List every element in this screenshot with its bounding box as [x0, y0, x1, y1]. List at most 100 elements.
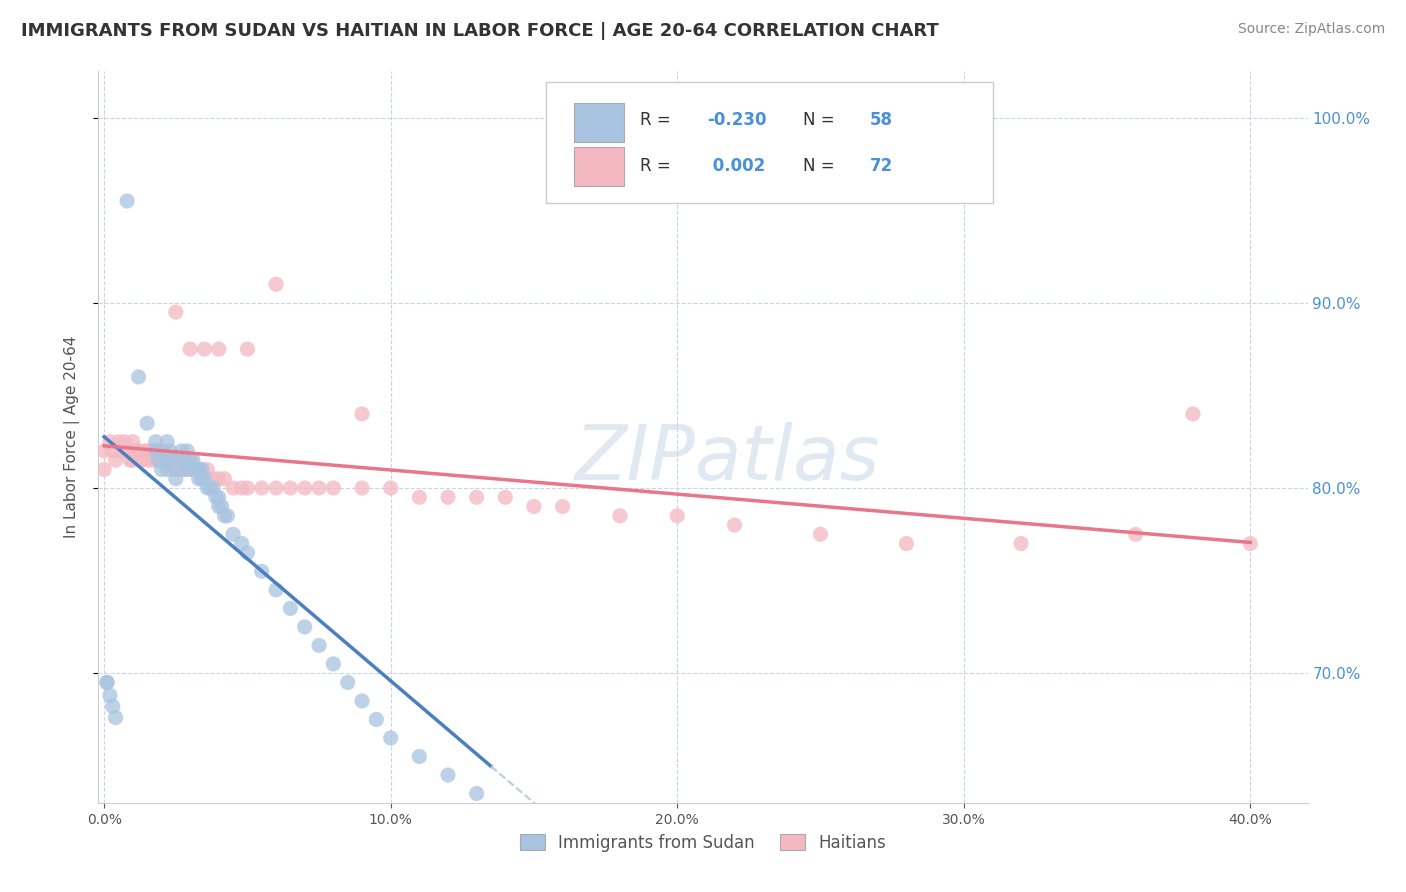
Point: [176, 453, 198, 467]
Point: [437, 490, 460, 504]
Point: [231, 481, 253, 495]
Point: [214, 472, 236, 486]
Point: [350, 407, 373, 421]
Point: [184, 462, 207, 476]
Point: [134, 444, 156, 458]
Point: [380, 731, 402, 745]
Point: [350, 481, 373, 495]
Point: [366, 713, 388, 727]
Point: [142, 453, 165, 467]
Point: [896, 536, 918, 550]
Point: [150, 444, 173, 458]
Point: [190, 462, 212, 476]
FancyBboxPatch shape: [574, 146, 624, 186]
Point: [179, 342, 201, 356]
Point: [136, 416, 159, 430]
Point: [96, 675, 118, 690]
Point: [408, 749, 430, 764]
Point: [93, 444, 115, 458]
Point: [187, 472, 209, 486]
Point: [170, 462, 193, 476]
Point: [173, 462, 195, 476]
Point: [294, 620, 316, 634]
Point: [156, 453, 179, 467]
Point: [202, 481, 225, 495]
Point: [148, 453, 170, 467]
Point: [179, 462, 201, 476]
Point: [214, 508, 236, 523]
Point: [162, 453, 184, 467]
Point: [159, 444, 181, 458]
Point: [101, 699, 124, 714]
Point: [145, 444, 167, 458]
Point: [136, 453, 159, 467]
Point: [198, 481, 221, 495]
Point: [222, 481, 245, 495]
Text: R =: R =: [640, 112, 676, 129]
Point: [110, 444, 132, 458]
Point: [1125, 527, 1147, 541]
Point: [250, 481, 273, 495]
Point: [170, 444, 193, 458]
Point: [222, 527, 245, 541]
Point: [523, 500, 546, 514]
Point: [107, 434, 129, 449]
FancyBboxPatch shape: [546, 82, 993, 203]
Point: [609, 508, 631, 523]
Point: [264, 277, 287, 292]
Point: [165, 462, 187, 476]
Point: [150, 453, 173, 467]
Text: 0.002: 0.002: [707, 158, 765, 176]
Point: [264, 481, 287, 495]
Point: [208, 342, 231, 356]
Point: [380, 481, 402, 495]
Point: [121, 434, 143, 449]
Point: [208, 472, 231, 486]
Point: [551, 500, 574, 514]
Point: [294, 481, 316, 495]
Point: [96, 675, 118, 690]
Point: [101, 444, 124, 458]
Point: [165, 453, 187, 467]
Point: [156, 434, 179, 449]
Point: [118, 453, 141, 467]
Point: [205, 490, 228, 504]
Point: [322, 481, 344, 495]
Point: [112, 434, 135, 449]
Point: [156, 453, 179, 467]
Text: R =: R =: [640, 158, 676, 176]
Point: [98, 689, 121, 703]
Point: [124, 444, 146, 458]
Point: [195, 462, 218, 476]
Point: [104, 711, 127, 725]
Y-axis label: In Labor Force | Age 20-64: In Labor Force | Age 20-64: [63, 336, 80, 538]
Point: [162, 462, 184, 476]
Point: [236, 342, 259, 356]
Point: [190, 462, 212, 476]
Point: [231, 536, 253, 550]
Point: [666, 508, 689, 523]
Point: [145, 444, 167, 458]
Text: IMMIGRANTS FROM SUDAN VS HAITIAN IN LABOR FORCE | AGE 20-64 CORRELATION CHART: IMMIGRANTS FROM SUDAN VS HAITIAN IN LABO…: [21, 22, 939, 40]
Point: [131, 453, 153, 467]
Point: [1010, 536, 1032, 550]
Point: [173, 453, 195, 467]
Point: [165, 472, 187, 486]
Point: [167, 462, 190, 476]
Point: [156, 462, 179, 476]
Point: [187, 462, 209, 476]
Point: [236, 481, 259, 495]
Point: [176, 444, 198, 458]
Text: Source: ZipAtlas.com: Source: ZipAtlas.com: [1237, 22, 1385, 37]
Point: [250, 565, 273, 579]
Point: [159, 453, 181, 467]
Point: [217, 508, 239, 523]
Point: [280, 601, 302, 615]
Point: [437, 768, 460, 782]
Point: [128, 370, 150, 384]
Legend: Immigrants from Sudan, Haitians: Immigrants from Sudan, Haitians: [512, 826, 894, 860]
Point: [465, 490, 488, 504]
Point: [202, 472, 225, 486]
Point: [104, 453, 127, 467]
Text: 72: 72: [870, 158, 893, 176]
